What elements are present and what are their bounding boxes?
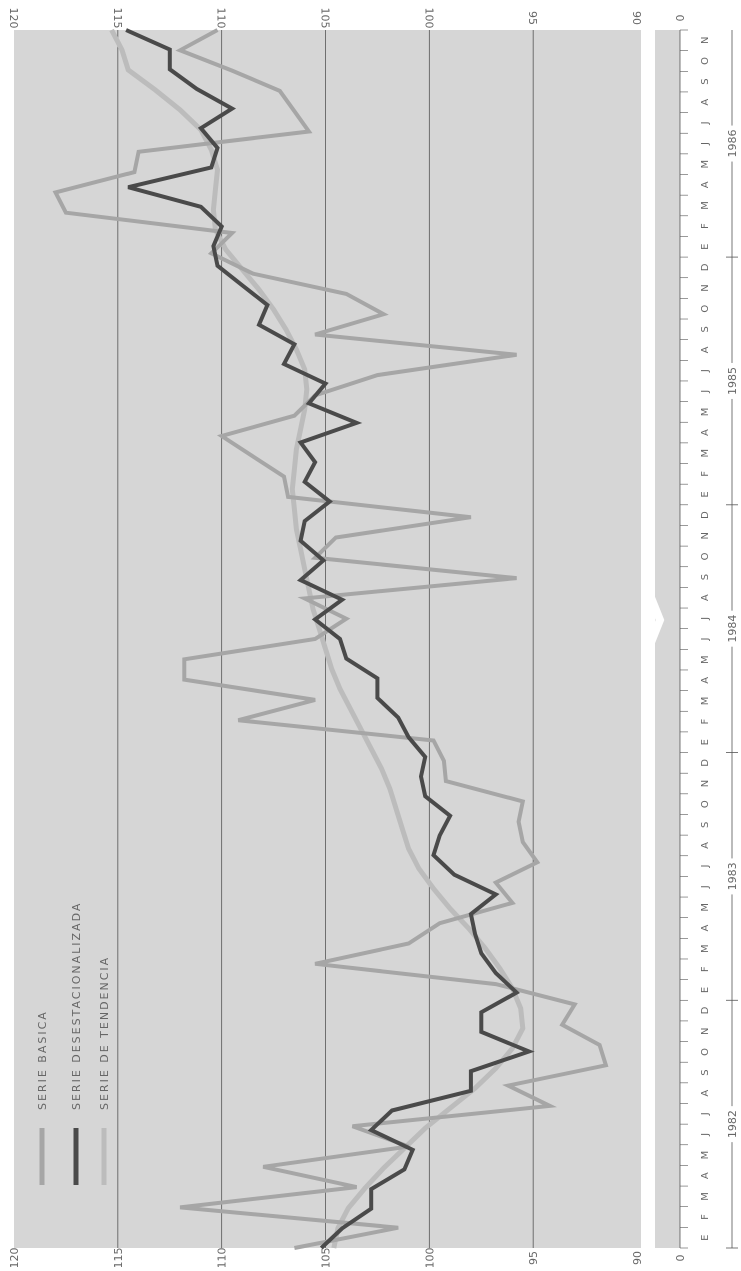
month-label: S <box>700 1069 711 1075</box>
value-tick-label-top: 100 <box>422 8 435 29</box>
value-tick-label: 100 <box>423 1248 436 1268</box>
month-label: E <box>700 491 711 497</box>
month-label: J <box>700 865 711 869</box>
month-label: N <box>700 532 711 539</box>
month-label: F <box>700 718 711 724</box>
value-tick-label: 115 <box>112 1248 125 1268</box>
month-label: A <box>700 594 711 601</box>
month-label: A <box>700 924 711 931</box>
value-tick-label: 105 <box>320 1248 333 1268</box>
month-label: O <box>700 552 711 560</box>
month-label: A <box>700 1172 711 1179</box>
month-label: F <box>700 471 711 477</box>
month-label: E <box>700 1235 711 1241</box>
month-label: M <box>700 697 711 706</box>
month-label: F <box>700 1214 711 1220</box>
value-tick-label: 90 <box>631 1251 644 1265</box>
value-tick-label: 110 <box>216 1248 229 1268</box>
month-label: J <box>700 638 711 642</box>
year-label-bg <box>725 1106 739 1143</box>
month-label: A <box>700 677 711 684</box>
zero-label: 0 <box>674 1255 687 1262</box>
month-label: O <box>700 800 711 808</box>
month-label: J <box>700 885 711 889</box>
year-label: 1984 <box>726 615 739 643</box>
month-label: M <box>700 201 711 210</box>
month-label: D <box>700 263 711 271</box>
month-label: J <box>700 1133 711 1137</box>
month-label: E <box>700 987 711 993</box>
month-label: J <box>700 617 711 621</box>
month-label: A <box>700 346 711 353</box>
month-label: M <box>700 1192 711 1201</box>
value-tick-label-top: 95 <box>526 11 539 25</box>
month-label: J <box>700 369 711 373</box>
month-label: F <box>700 966 711 972</box>
value-tick-label-top: 110 <box>215 8 228 29</box>
month-label: M <box>700 449 711 458</box>
month-label: M <box>700 903 711 912</box>
month-label: N <box>700 37 711 44</box>
month-label: A <box>700 842 711 849</box>
month-label: F <box>700 223 711 229</box>
month-label: S <box>700 78 711 84</box>
month-label: A <box>700 1090 711 1097</box>
axis-break-mark <box>644 588 665 652</box>
legend-label: SERIE DE TENDENCIA <box>98 956 111 1110</box>
value-tick-label: 120 <box>8 1248 21 1268</box>
series-basic-line <box>52 28 609 1250</box>
month-label: M <box>700 160 711 169</box>
value-tick-label-top: 105 <box>319 8 332 29</box>
series-seasonally-adjusted-line <box>125 28 535 1250</box>
month-label: N <box>700 284 711 291</box>
month-label: E <box>700 739 711 745</box>
month-label: M <box>700 944 711 953</box>
year-label: 1986 <box>726 130 739 158</box>
value-tick-label: 95 <box>527 1251 540 1265</box>
year-label-bg <box>725 858 739 895</box>
month-label: S <box>700 326 711 332</box>
month-label: N <box>700 1027 711 1034</box>
year-label: 1983 <box>726 862 739 890</box>
month-label: O <box>700 305 711 313</box>
value-tick-label-top: 120 <box>7 8 20 29</box>
month-label: D <box>700 511 711 519</box>
year-label: 1985 <box>726 367 739 395</box>
month-label: D <box>700 759 711 767</box>
value-tick-label-top: 90 <box>630 11 643 25</box>
legend-label: SERIE DESESTACIONALIZADA <box>70 902 83 1110</box>
month-label: N <box>700 780 711 787</box>
chart-panel <box>14 30 680 1248</box>
month-label: J <box>700 121 711 125</box>
month-label: M <box>700 408 711 417</box>
year-label: 1982 <box>726 1110 739 1138</box>
month-label: A <box>700 99 711 106</box>
legend-label: SERIE BASICA <box>36 1010 49 1110</box>
month-label: S <box>700 822 711 828</box>
month-label: A <box>700 181 711 188</box>
month-label: M <box>700 655 711 664</box>
year-label-bg <box>725 362 739 399</box>
month-label: M <box>700 1151 711 1160</box>
month-label: J <box>700 390 711 394</box>
zero-label-top: 0 <box>673 15 686 22</box>
month-label: A <box>700 429 711 436</box>
value-tick-label-top: 115 <box>111 8 124 29</box>
month-label: S <box>700 574 711 580</box>
month-label: J <box>700 1112 711 1116</box>
year-label-bg <box>725 610 739 647</box>
month-label: J <box>700 142 711 146</box>
month-label: D <box>700 1006 711 1014</box>
month-label: O <box>700 57 711 65</box>
month-label: O <box>700 1048 711 1056</box>
year-label-bg <box>725 125 739 162</box>
month-label: E <box>700 244 711 250</box>
